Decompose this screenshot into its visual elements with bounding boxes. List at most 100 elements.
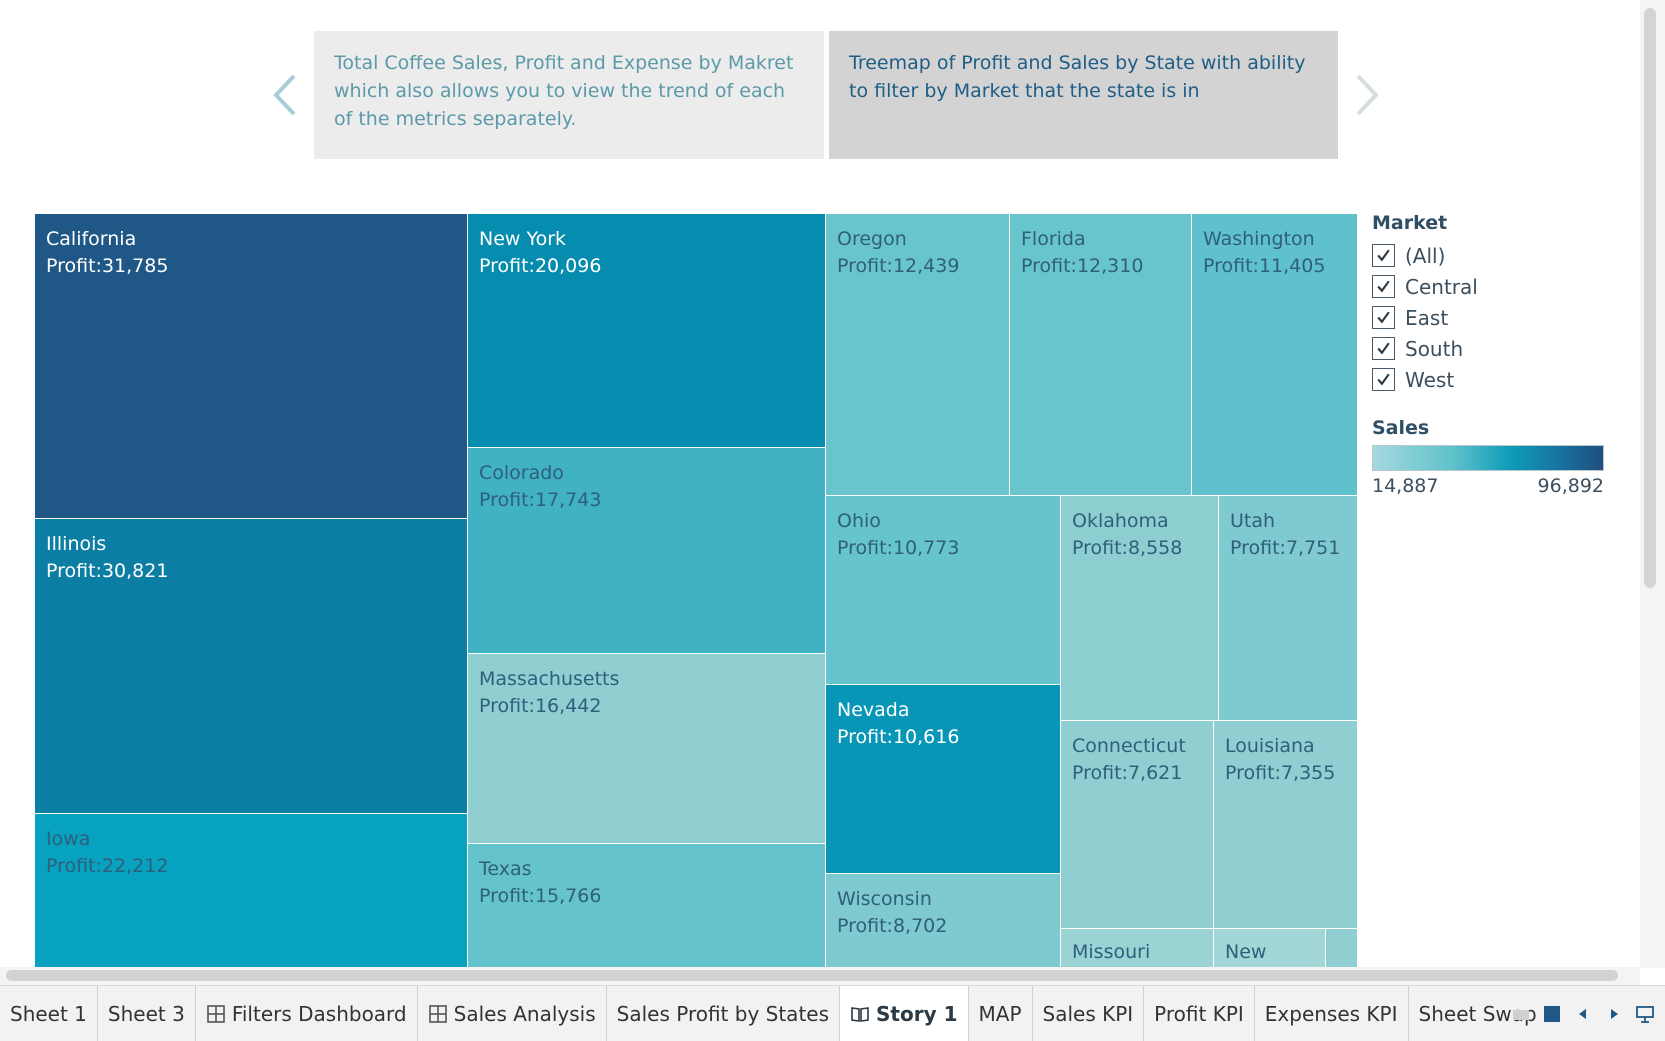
filter-label: (All): [1405, 243, 1446, 268]
treemap-tile-utah[interactable]: Utah Profit:7,751: [1218, 495, 1358, 721]
tile-profit: Profit:7,751: [1230, 537, 1341, 559]
treemap-tile-colorado[interactable]: Colorado Profit:17,743: [467, 447, 826, 654]
tile-state-name: Nevada: [837, 699, 910, 721]
tab-expenses-kpi[interactable]: Expenses KPI: [1255, 985, 1409, 1041]
tile-profit: Profit:15,766: [479, 885, 602, 907]
market-filter-west[interactable]: West: [1372, 364, 1622, 395]
market-filter-central[interactable]: Central: [1372, 271, 1622, 302]
checkmark-icon: [1377, 311, 1390, 324]
tile-state-name: Iowa: [46, 828, 91, 850]
tabs-view-button[interactable]: [1541, 1003, 1563, 1025]
tab-filters-dashboard[interactable]: Filters Dashboard: [196, 985, 418, 1041]
tile-state-name: Missouri: [1072, 941, 1151, 963]
filter-label: West: [1405, 367, 1455, 392]
tile-profit: Profit:10,773: [837, 537, 960, 559]
scroll-tabs-right-button[interactable]: [1603, 1003, 1625, 1025]
horizontal-scrollbar-thumb[interactable]: [6, 970, 1618, 981]
story-book-icon: [850, 1004, 870, 1024]
tile-profit: Profit:16,442: [479, 695, 602, 717]
tile-state-name: Washington: [1203, 228, 1315, 250]
tab-label: Filters Dashboard: [231, 1001, 407, 1026]
vertical-scrollbar[interactable]: [1640, 0, 1665, 968]
checkmark-icon: [1377, 249, 1390, 262]
market-filter-all[interactable]: (All): [1372, 240, 1622, 271]
treemap-tile-connecticut[interactable]: Connecticut Profit:7,621: [1060, 720, 1214, 929]
treemap-tile-nevada[interactable]: Nevada Profit:10,616: [825, 684, 1061, 874]
presentation-mode-button[interactable]: [1634, 1003, 1656, 1025]
tile-profit: Profit:12,439: [837, 255, 960, 277]
treemap-tile-texas[interactable]: Texas Profit:15,766: [467, 843, 826, 967]
treemap-tile-florida[interactable]: Florida Profit:12,310: [1009, 213, 1192, 496]
scroll-tabs-left-button[interactable]: [1572, 1003, 1594, 1025]
treemap-tile-illinois[interactable]: Illinois Profit:30,821: [34, 518, 468, 814]
tile-state-name: Ohio: [837, 510, 881, 532]
filmstrip-icon: [1512, 1010, 1529, 1020]
market-filter-east[interactable]: East: [1372, 302, 1622, 333]
previous-story-point-button[interactable]: [270, 70, 300, 120]
treemap-tile-oklahoma[interactable]: Oklahoma Profit:8,558: [1060, 495, 1219, 721]
filter-label: Central: [1405, 274, 1478, 299]
tab-sales-analysis[interactable]: Sales Analysis: [418, 985, 607, 1041]
tile-profit: Profit:22,212: [46, 855, 169, 877]
checkbox[interactable]: [1372, 337, 1395, 360]
tab-story-1[interactable]: Story 1: [840, 985, 969, 1041]
tab-sheet-1[interactable]: Sheet 1: [0, 985, 98, 1041]
tab-map[interactable]: MAP: [969, 985, 1033, 1041]
tab-label: MAP: [978, 1001, 1022, 1026]
filmstrip-view-button[interactable]: [1510, 1003, 1532, 1025]
checkbox[interactable]: [1372, 244, 1395, 267]
story-point-2-selected[interactable]: Treemap of Profit and Sales by State wit…: [829, 31, 1338, 159]
tile-profit: Profit:11,405: [1203, 255, 1326, 277]
filter-label: South: [1405, 336, 1464, 361]
vertical-scrollbar-thumb[interactable]: [1644, 8, 1656, 588]
horizontal-scrollbar[interactable]: [0, 967, 1640, 985]
treemap-tile-wisconsin[interactable]: Wisconsin Profit:8,702: [825, 873, 1061, 967]
tile-state-name: Wisconsin: [837, 888, 932, 910]
next-story-point-button[interactable]: [1352, 70, 1382, 120]
dashboard-icon: [428, 1004, 448, 1024]
tab-profit-kpi[interactable]: Profit KPI: [1144, 985, 1255, 1041]
tile-state-name: Utah: [1230, 510, 1276, 532]
tab-label: Expenses KPI: [1264, 1001, 1398, 1026]
tab-label: Story 1: [876, 1001, 958, 1026]
tile-state-name: California: [46, 228, 137, 250]
tab-label: Sheet 3: [107, 1001, 185, 1026]
treemap-tile-louisiana[interactable]: Louisiana Profit:7,355: [1213, 720, 1358, 929]
story-point-1-text: Total Coffee Sales, Profit and Expense b…: [334, 52, 794, 130]
story-navigator: Total Coffee Sales, Profit and Expense b…: [0, 0, 1640, 170]
chevron-right-icon: [1356, 74, 1379, 116]
treemap-tile-small[interactable]: [1325, 928, 1358, 967]
market-filter-south[interactable]: South: [1372, 333, 1622, 364]
treemap-tile-washington[interactable]: Washington Profit:11,405: [1191, 213, 1358, 496]
tile-profit: Profit:31,785: [46, 255, 169, 277]
tile-profit: Profit:20,096: [479, 255, 602, 277]
tab-sales-profit-by-states[interactable]: Sales Profit by States: [607, 985, 841, 1041]
tile-profit: Profit:12,310: [1021, 255, 1144, 277]
checkbox[interactable]: [1372, 368, 1395, 391]
tab-label: Sales Analysis: [453, 1001, 596, 1026]
checkbox[interactable]: [1372, 275, 1395, 298]
sales-legend-title: Sales: [1372, 417, 1430, 439]
checkbox[interactable]: [1372, 306, 1395, 329]
treemap-tile-ohio[interactable]: Ohio Profit:10,773: [825, 495, 1061, 685]
tab-sales-kpi[interactable]: Sales KPI: [1033, 985, 1145, 1041]
tile-state-name: New: [1225, 941, 1267, 963]
treemap-tile-oregon[interactable]: Oregon Profit:12,439: [825, 213, 1010, 496]
filter-label: East: [1405, 305, 1449, 330]
market-filter-title: Market: [1372, 212, 1448, 234]
tile-profit: Profit:8,702: [837, 915, 948, 937]
treemap-tile-missouri[interactable]: Missouri: [1060, 928, 1214, 967]
sales-min-label: 14,887: [1372, 475, 1439, 497]
tab-label: Sales Profit by States: [616, 1001, 830, 1026]
treemap-tile-california[interactable]: California Profit:31,785: [34, 213, 468, 519]
story-point-1[interactable]: Total Coffee Sales, Profit and Expense b…: [314, 31, 824, 159]
treemap-tile-new-york[interactable]: New York Profit:20,096: [467, 213, 826, 448]
treemap-tile-new[interactable]: New: [1213, 928, 1326, 967]
sales-ramp-labels: 14,887 96,892: [1372, 475, 1604, 497]
tile-state-name: Oregon: [837, 228, 907, 250]
treemap-tile-massachusetts[interactable]: Massachusetts Profit:16,442: [467, 653, 826, 844]
tile-profit: Profit:7,355: [1225, 762, 1336, 784]
treemap-tile-iowa[interactable]: Iowa Profit:22,212: [34, 813, 468, 967]
tab-sheet-3[interactable]: Sheet 3: [98, 985, 196, 1041]
tile-state-name: Connecticut: [1072, 735, 1186, 757]
